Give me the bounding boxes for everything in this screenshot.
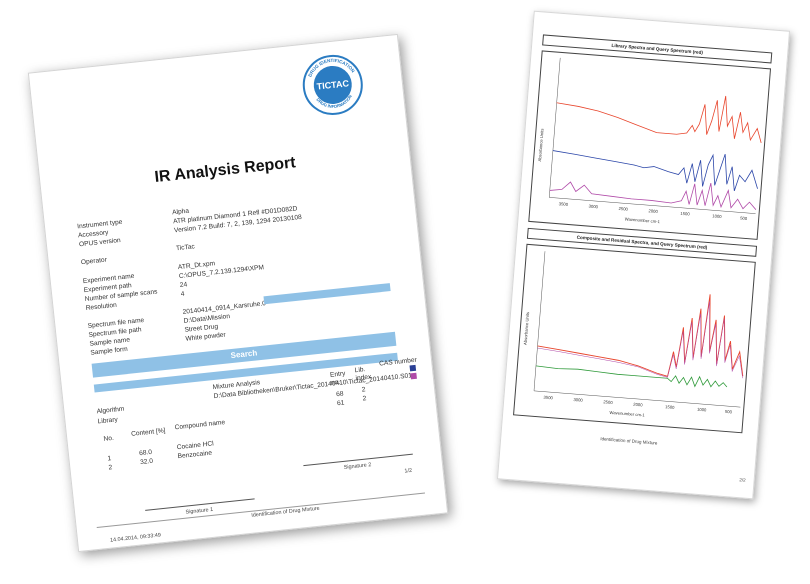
report-title: IR Analysis Report xyxy=(153,154,297,187)
library-label: Library xyxy=(97,416,119,426)
page2-number: 2/2 xyxy=(739,477,746,483)
composite-spectra-plot xyxy=(533,251,744,408)
library-xtick: 2500 xyxy=(618,205,629,212)
composite-xtick: 3000 xyxy=(573,396,583,403)
col-content: Content [%] xyxy=(130,427,166,438)
row-color-swatch xyxy=(410,372,417,380)
library-xtick: 500 xyxy=(740,215,748,222)
page2-footer: Identification of Drug Mixture xyxy=(600,436,658,446)
row-content: 32.0 xyxy=(139,457,154,467)
library-xtick: 1500 xyxy=(680,210,690,217)
residual-line xyxy=(535,365,728,388)
field-label: Operator xyxy=(80,256,108,267)
algorithm-label: Algorithm xyxy=(96,405,125,416)
composite-xtick: 1000 xyxy=(696,406,707,413)
row-entry: 68 xyxy=(335,390,344,399)
row-lib: 2 xyxy=(361,386,366,394)
search-accent-bar xyxy=(263,283,391,305)
field-value: TicTac xyxy=(175,243,196,253)
field-label: Sample form xyxy=(90,345,129,357)
cocaine-spectrum-line xyxy=(552,150,758,192)
composite-line xyxy=(537,301,743,379)
library-xtick: 3000 xyxy=(588,203,599,210)
report-page-1: DRUG IDENTIFICATION DRUG INFORMATION TIC… xyxy=(27,33,449,553)
tictac-seal-logo: DRUG IDENTIFICATION DRUG INFORMATION TIC… xyxy=(302,54,363,115)
composite-query-line xyxy=(537,294,744,377)
composite-xtick: 1500 xyxy=(664,404,675,410)
field-value: 24 xyxy=(179,281,188,290)
library-xtick: 1000 xyxy=(712,213,722,220)
field-value: White powder xyxy=(185,331,227,343)
row-compound: Benzocaine xyxy=(177,449,213,461)
row-content: 68.0 xyxy=(138,448,153,458)
query-spectrum-line xyxy=(556,95,762,143)
row-lib: 2 xyxy=(362,395,367,403)
composite-xtick: 500 xyxy=(724,408,733,415)
signature-2-label: Signature 2 xyxy=(343,462,372,471)
library-xtick: 2000 xyxy=(648,208,658,214)
library-xtick: 3500 xyxy=(558,201,569,207)
composite-xtick: 2500 xyxy=(603,399,613,406)
library-spectra-panel: Absorbance Units 3500 3000 2500 2000 150… xyxy=(528,50,772,240)
benzocaine-spectrum-line xyxy=(549,181,757,210)
composite-spectra-panel: Absorbance Units 3500 3000 2500 2000 150… xyxy=(513,243,756,434)
row-no: 2 xyxy=(108,464,113,472)
row-entry: 61 xyxy=(336,399,345,408)
seal-brand: TICTAC xyxy=(316,78,350,91)
composite-xtick: 3500 xyxy=(543,394,554,401)
row-no: 1 xyxy=(107,455,112,463)
composite-xtick: 2000 xyxy=(633,401,643,408)
field-label: Instrument type xyxy=(76,218,123,231)
report-page-2: Library Spectra and Query Spectrum (red)… xyxy=(496,10,791,500)
field-value: Alpha xyxy=(171,207,190,217)
report-timestamp: 14.04.2014, 09:33:49 xyxy=(109,532,162,544)
page1-number: 1/2 xyxy=(404,467,413,475)
col-entry: Entry no. xyxy=(329,370,346,387)
library-spectra-plot xyxy=(548,57,762,214)
field-value: 4 xyxy=(180,290,185,298)
col-compound: Compound name xyxy=(174,419,226,432)
col-lib: Lib. index xyxy=(354,366,372,383)
row-color-swatch xyxy=(409,364,417,372)
col-no: No. xyxy=(103,434,115,443)
field-label: Resolution xyxy=(85,301,118,312)
